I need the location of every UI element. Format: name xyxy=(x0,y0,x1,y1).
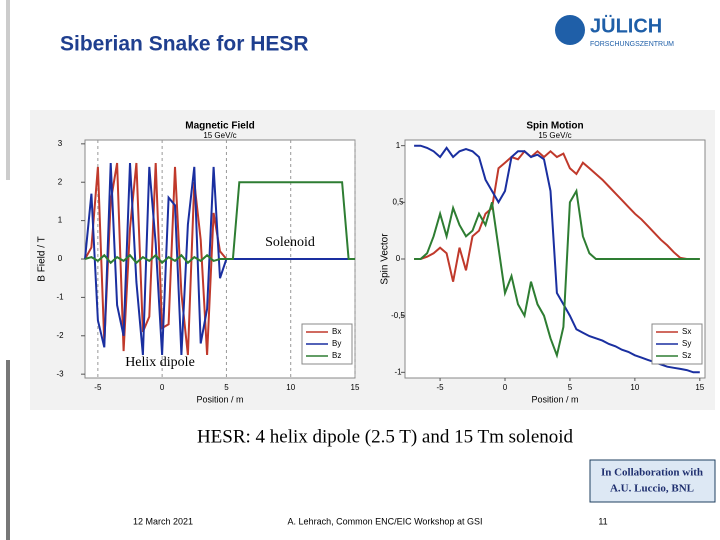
series-line xyxy=(414,149,700,282)
side-bar xyxy=(6,360,10,540)
annotation: Helix dipole xyxy=(125,355,195,370)
legend-label: Sz xyxy=(682,351,691,360)
y-tick-label: -0,5 xyxy=(391,311,405,320)
x-axis-label: Position / m xyxy=(531,394,578,404)
footer-date: 12 March 2021 xyxy=(133,516,193,526)
y-tick-label: -1 xyxy=(56,292,64,301)
y-tick-label: 3 xyxy=(58,139,63,148)
chart-title: Magnetic Field xyxy=(185,121,254,132)
chart-title: Spin Motion xyxy=(526,121,583,132)
legend-label: Sx xyxy=(682,327,691,336)
y-tick-label: -3 xyxy=(56,369,64,378)
note-line: In Collaboration with xyxy=(601,467,703,479)
y-tick-label: 2 xyxy=(58,177,63,186)
y-tick-label: -1 xyxy=(394,367,402,376)
chart-subtitle: 15 GeV/c xyxy=(203,131,236,140)
footer-event: A. Lehrach, Common ENC/EIC Workshop at G… xyxy=(288,516,483,526)
x-axis-label: Position / m xyxy=(196,394,243,404)
y-tick-label: 1 xyxy=(396,141,401,150)
legend-label: By xyxy=(332,339,341,348)
legend-label: Sy xyxy=(682,339,691,348)
y-axis-label: Spin Vector xyxy=(380,233,391,285)
chart-subtitle: 15 GeV/c xyxy=(538,131,571,140)
logo-name: JÜLICH xyxy=(590,14,662,37)
logo-icon xyxy=(555,15,585,45)
series-line xyxy=(84,181,355,265)
caption: HESR: 4 helix dipole (2.5 T) and 15 Tm s… xyxy=(197,426,574,447)
annotation: Solenoid xyxy=(265,235,315,250)
series-line xyxy=(414,187,700,359)
x-tick-label: 15 xyxy=(351,383,360,392)
x-tick-label: 5 xyxy=(224,383,229,392)
x-tick-label: 15 xyxy=(695,383,704,392)
x-tick-label: -5 xyxy=(94,383,102,392)
note-box xyxy=(589,459,716,503)
x-tick-label: 5 xyxy=(568,383,573,392)
y-tick-label: 0 xyxy=(58,254,63,263)
note-line: A.U. Luccio, BNL xyxy=(610,483,694,495)
x-tick-label: 0 xyxy=(503,383,508,392)
y-tick-label: -2 xyxy=(56,331,64,340)
x-tick-label: 0 xyxy=(160,383,165,392)
x-tick-label: 10 xyxy=(286,383,295,392)
legend-label: Bx xyxy=(332,327,341,336)
x-tick-label: -5 xyxy=(437,383,445,392)
legend-label: Bz xyxy=(332,351,341,360)
slide-title: Siberian Snake for HESR xyxy=(60,33,309,56)
side-bar xyxy=(6,0,10,180)
y-tick-label: 1 xyxy=(58,216,63,225)
series-line xyxy=(84,162,355,356)
x-tick-label: 10 xyxy=(630,383,639,392)
footer-page: 11 xyxy=(598,516,607,526)
y-axis-label: B Field / T xyxy=(37,236,48,281)
y-tick-label: 0,5 xyxy=(392,197,404,206)
y-tick-label: 0 xyxy=(396,254,401,263)
logo-subtitle: FORSCHUNGSZENTRUM xyxy=(590,41,674,48)
